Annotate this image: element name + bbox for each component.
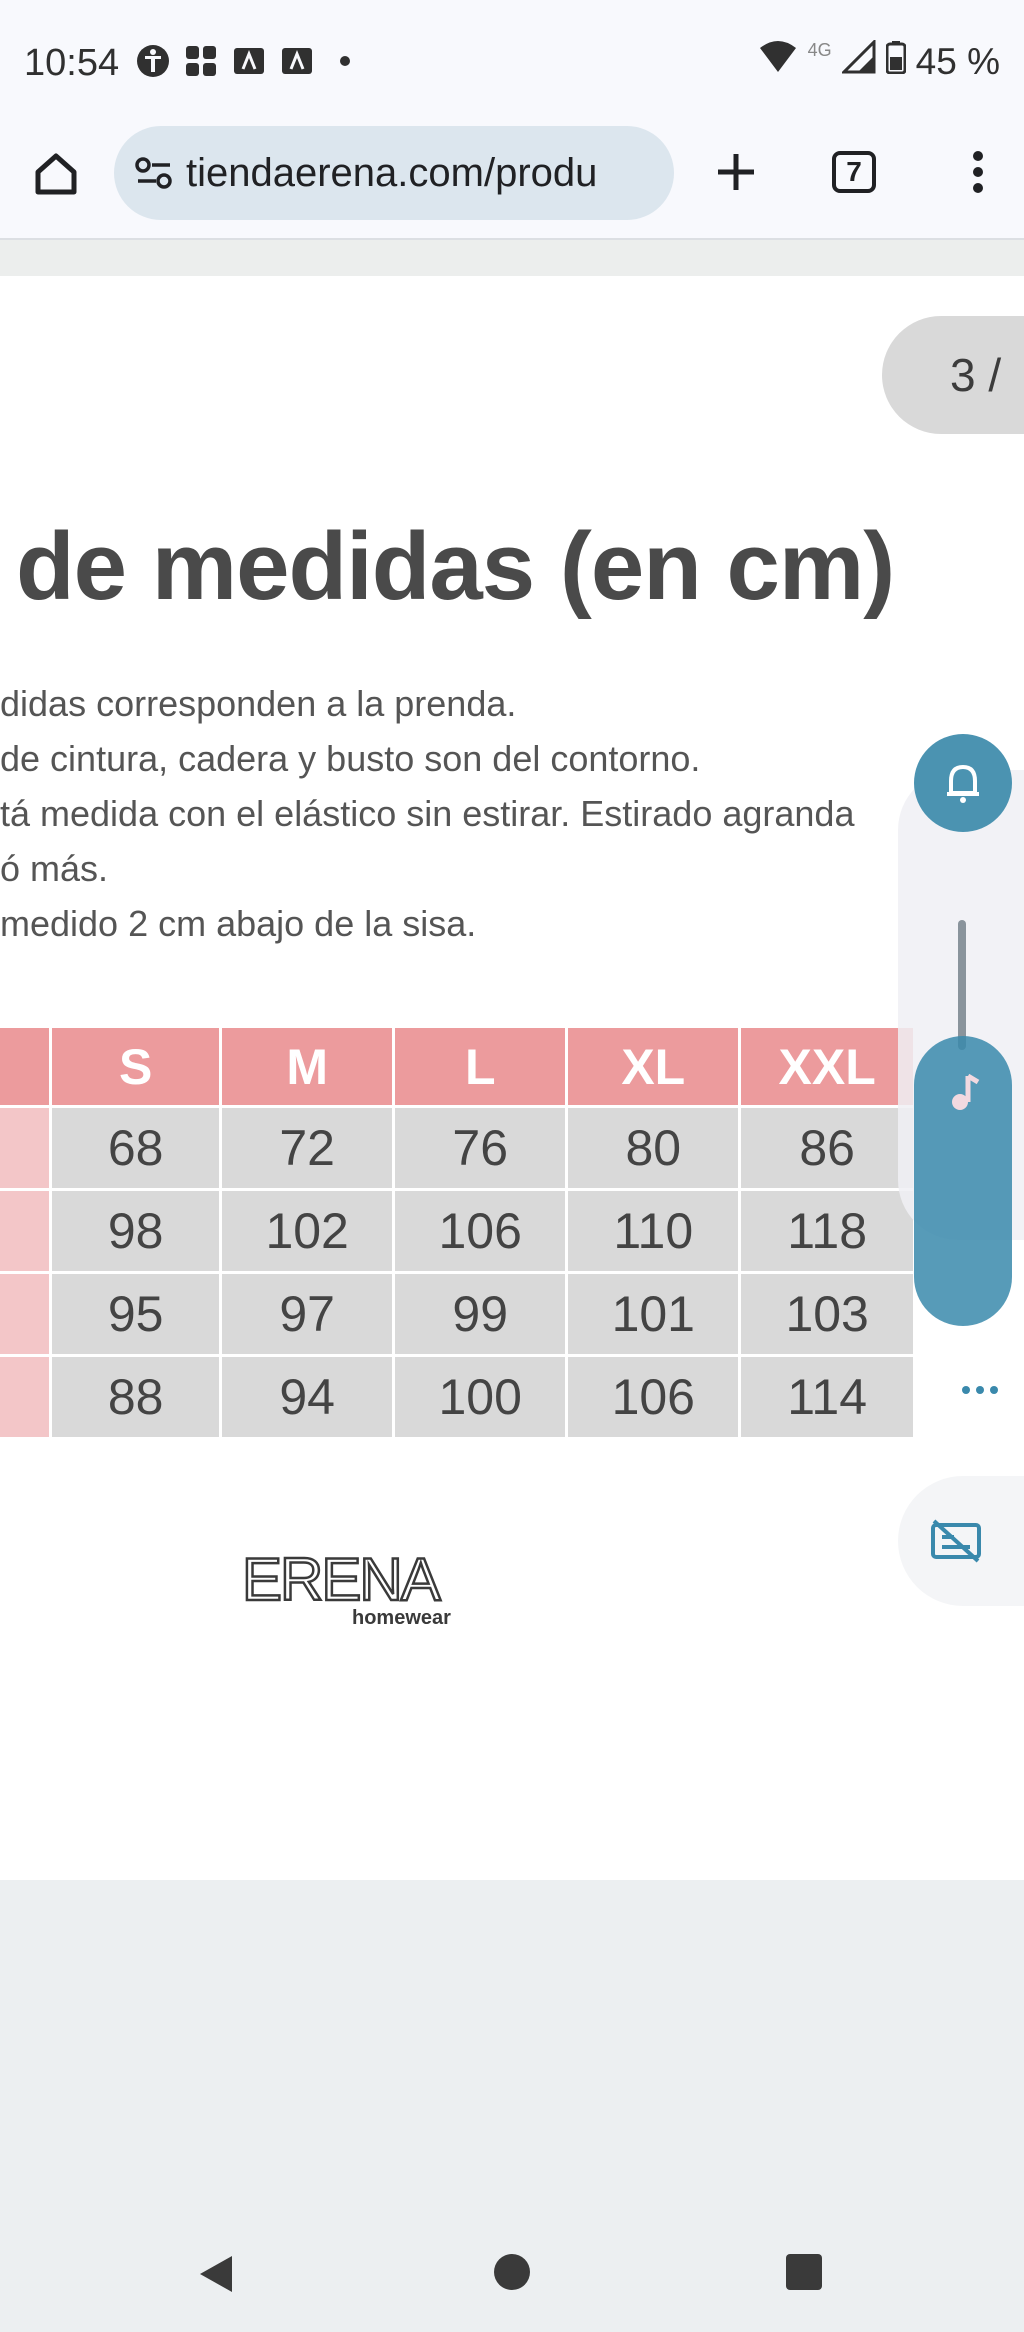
volume-slider-track[interactable] — [958, 920, 966, 1050]
more-dots-icon — [962, 1386, 970, 1394]
battery-level: 45 % — [915, 40, 1000, 82]
table-header-cell — [0, 1028, 53, 1108]
table-header-cell: XL — [568, 1028, 742, 1108]
notification-a-icon — [232, 44, 266, 78]
new-tab-button[interactable] — [708, 144, 764, 200]
table-header-row: S M L XL XXL — [0, 1028, 916, 1108]
notification-a-icon — [280, 44, 314, 78]
size-table: S M L XL XXL 68 72 76 80 86 98 102 106 1… — [0, 1028, 916, 1440]
table-cell: 106 — [395, 1191, 569, 1274]
system-navigation-bar — [0, 2210, 1024, 2332]
table-header-cell: XXL — [741, 1028, 916, 1108]
table-cell: 118 — [741, 1191, 916, 1274]
note-line: medido 2 cm abajo de la sisa. — [0, 903, 477, 944]
address-bar[interactable]: tiendaerena.com/produ — [114, 126, 674, 220]
table-cell: 88 — [52, 1357, 223, 1440]
table-cell: 110 — [568, 1191, 742, 1274]
table-row-label — [0, 1274, 53, 1357]
table-row: 68 72 76 80 86 — [0, 1108, 916, 1191]
overflow-menu-button[interactable] — [950, 144, 1006, 200]
table-cell: 106 — [568, 1357, 742, 1440]
browser-toolbar: tiendaerena.com/produ 7 — [0, 126, 1024, 240]
table-cell: 86 — [741, 1108, 916, 1191]
note-line: didas corresponden a la prenda. — [0, 683, 517, 724]
table-cell: 94 — [222, 1357, 396, 1440]
back-icon[interactable] — [196, 2254, 236, 2294]
table-cell: 103 — [741, 1274, 916, 1357]
table-cell: 100 — [395, 1357, 569, 1440]
table-row: 95 97 99 101 103 — [0, 1274, 916, 1357]
note-line: de cintura, cadera y busto son del conto… — [0, 738, 701, 779]
volume-more-button[interactable] — [950, 1370, 1010, 1410]
status-bar: 10:54 4G 45 % — [0, 0, 1024, 126]
site-settings-icon[interactable] — [132, 151, 176, 195]
status-time: 10:54 — [24, 42, 120, 84]
more-vert-icon — [973, 151, 983, 193]
table-cell: 114 — [741, 1357, 916, 1440]
logo-brand: ERENA — [242, 1548, 441, 1613]
more-dots-icon — [976, 1386, 984, 1394]
table-row: 98 102 106 110 118 — [0, 1191, 916, 1274]
table-cell: 76 — [395, 1108, 569, 1191]
table-header-cell: M — [222, 1028, 396, 1108]
table-cell: 80 — [568, 1108, 742, 1191]
table-header-cell: S — [52, 1028, 223, 1108]
ringer-mode-button[interactable] — [914, 734, 1012, 832]
media-volume-slider[interactable] — [914, 1036, 1012, 1326]
size-chart-notes: didas corresponden a la prenda. de cintu… — [0, 676, 854, 951]
dot-icon — [328, 44, 362, 78]
volume-panel — [898, 710, 1024, 1410]
home-button[interactable] — [28, 146, 84, 202]
grid-app-icon — [184, 44, 218, 78]
captions-off-icon — [931, 1519, 981, 1563]
url-text: tiendaerena.com/produ — [186, 150, 598, 195]
live-caption-button[interactable] — [898, 1476, 1024, 1606]
table-header-cell: L — [395, 1028, 569, 1108]
signal-icon — [840, 38, 876, 83]
music-note-icon — [952, 1073, 980, 1110]
table-cell: 102 — [222, 1191, 396, 1274]
table-cell: 97 — [222, 1274, 396, 1357]
recents-icon[interactable] — [786, 2254, 822, 2290]
image-page-indicator: 3 / — [882, 316, 1024, 434]
table-cell: 72 — [222, 1108, 396, 1191]
table-cell: 68 — [52, 1108, 223, 1191]
battery-icon — [885, 40, 907, 83]
home-nav-icon[interactable] — [494, 2254, 530, 2290]
page-top-strip — [0, 240, 1024, 276]
wifi-icon — [758, 40, 798, 83]
table-cell: 95 — [52, 1274, 223, 1357]
network-type: 4G — [807, 40, 832, 60]
table-cell: 99 — [395, 1274, 569, 1357]
note-line: ó más. — [0, 848, 109, 889]
status-notification-icons — [136, 44, 362, 78]
plus-icon — [718, 154, 754, 190]
tab-count: 7 — [832, 151, 876, 193]
accessibility-icon — [136, 44, 170, 78]
table-row-label — [0, 1108, 53, 1191]
size-chart-heading: de medidas (en cm) — [16, 513, 895, 620]
logo-tagline: homewear — [352, 1607, 451, 1628]
table-cell: 101 — [568, 1274, 742, 1357]
status-right-group: 4G 45 % — [758, 38, 1000, 83]
more-dots-icon — [990, 1386, 998, 1394]
bell-icon — [947, 764, 979, 803]
table-row: 88 94 100 106 114 — [0, 1357, 916, 1440]
erena-logo: ERENA homewear — [240, 1545, 470, 1629]
table-row-label — [0, 1357, 53, 1440]
tab-switcher-button[interactable]: 7 — [826, 144, 882, 200]
table-row-label — [0, 1191, 53, 1274]
home-icon — [35, 153, 77, 195]
note-line: tá medida con el elástico sin estirar. E… — [0, 793, 855, 834]
product-image-viewer[interactable]: 3 / de medidas (en cm) didas corresponde… — [0, 276, 1024, 1880]
table-cell: 98 — [52, 1191, 223, 1274]
